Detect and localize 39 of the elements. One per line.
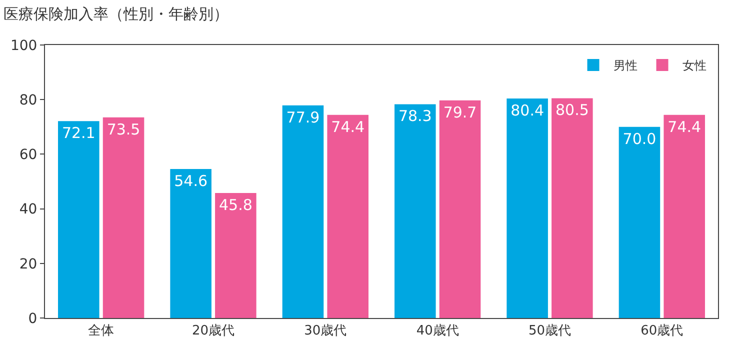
y-tick-label: 60 bbox=[19, 147, 38, 164]
data-label: 54.6 bbox=[174, 172, 208, 190]
bar bbox=[282, 105, 324, 318]
data-label: 70.0 bbox=[622, 130, 656, 148]
bar bbox=[102, 117, 144, 318]
bar bbox=[394, 104, 436, 318]
bar bbox=[58, 121, 100, 318]
bar bbox=[506, 98, 548, 318]
data-label: 77.9 bbox=[286, 108, 320, 126]
legend-label: 女性 bbox=[682, 58, 706, 73]
y-tick-label: 20 bbox=[19, 256, 38, 272]
x-tick-label: 50歳代 bbox=[528, 324, 572, 339]
bar bbox=[664, 114, 705, 318]
data-label: 78.3 bbox=[398, 107, 432, 126]
data-label: 80.5 bbox=[555, 101, 589, 120]
legend-label: 男性 bbox=[613, 58, 638, 73]
data-label: 80.4 bbox=[510, 102, 544, 120]
data-label: 72.1 bbox=[62, 124, 96, 142]
y-tick-label: 100 bbox=[10, 38, 38, 54]
bar bbox=[552, 98, 593, 318]
x-tick-label: 20歳代 bbox=[192, 324, 235, 339]
bar bbox=[327, 114, 368, 318]
x-tick-label: 全体 bbox=[88, 324, 114, 339]
y-tick-label: 80 bbox=[19, 92, 38, 108]
bar bbox=[170, 168, 212, 318]
data-label: 45.8 bbox=[218, 196, 252, 214]
y-tick-label: 40 bbox=[19, 202, 38, 218]
x-tick-label: 30歳代 bbox=[304, 324, 347, 339]
data-label: 73.5 bbox=[106, 120, 140, 138]
bar bbox=[215, 192, 256, 318]
x-tick-label: 60歳代 bbox=[640, 324, 684, 339]
bar bbox=[439, 100, 481, 318]
y-tick-label: 0 bbox=[28, 310, 38, 327]
x-tick-label: 40歳代 bbox=[416, 324, 459, 339]
data-label: 74.4 bbox=[668, 118, 702, 136]
data-label: 74.4 bbox=[331, 118, 365, 136]
data-label: 79.7 bbox=[443, 103, 477, 122]
chart-title: 医療保険加入率（性別・年齢別） bbox=[4, 5, 229, 24]
bar bbox=[618, 126, 660, 318]
